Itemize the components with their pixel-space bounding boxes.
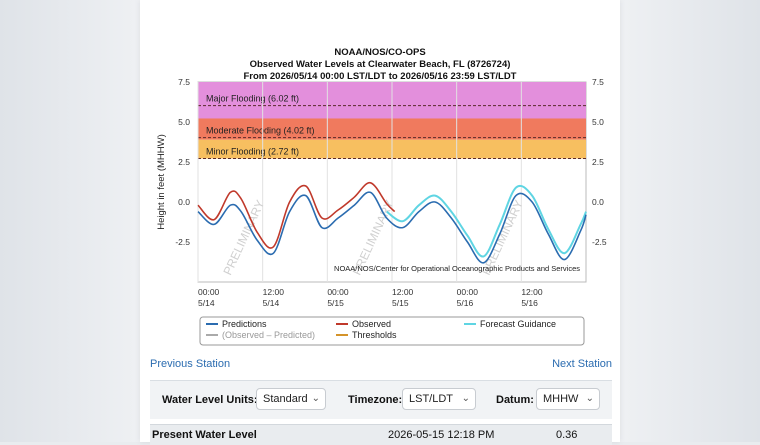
timezone-value: LST/LDT <box>409 393 454 405</box>
chevron-down-icon: ⌄ <box>461 393 470 404</box>
water-level-chart: NOAA/NOS/CO-OPS Observed Water Levels at… <box>140 0 620 350</box>
x-tick-date: 5/15 <box>392 298 409 308</box>
x-tick-date: 5/16 <box>457 298 474 308</box>
series-line-forecast-guidance <box>386 184 587 258</box>
legend-item: Forecast Guidance <box>480 319 556 329</box>
y-tick-label-left: 7.5 <box>178 77 190 87</box>
next-station-link[interactable]: Next Station <box>552 358 612 370</box>
y-tick-label-left: 0.0 <box>178 197 190 207</box>
x-tick-time: 12:00 <box>263 287 285 297</box>
present-label: Present Water Level <box>152 429 257 441</box>
datum-label: Datum: <box>496 394 534 406</box>
y-tick-label-right: 5.0 <box>592 117 604 127</box>
x-tick-time: 00:00 <box>327 287 349 297</box>
chart-title-range: From 2026/05/14 00:00 LST/LDT to 2026/05… <box>243 71 517 82</box>
timezone-label: Timezone: <box>348 394 403 406</box>
series-line-observed <box>197 181 396 249</box>
y-tick-label-right: 0.0 <box>592 197 604 207</box>
previous-station-link[interactable]: Previous Station <box>150 358 231 370</box>
x-tick-date: 5/16 <box>521 298 538 308</box>
present-time: 2026-05-15 12:18 PM <box>388 429 495 441</box>
legend-item: Thresholds <box>352 330 397 340</box>
chart-title-station: Observed Water Levels at Clearwater Beac… <box>249 59 511 70</box>
units-value: Standard <box>263 393 308 405</box>
chart-credit: NOAA/NOS/Center for Operational Oceanogr… <box>334 264 580 273</box>
units-label: Water Level Units: <box>162 394 258 406</box>
chart-title-agency: NOAA/NOS/CO-OPS <box>334 47 426 58</box>
x-tick-date: 5/14 <box>198 298 215 308</box>
datum-value: MHHW <box>543 393 579 405</box>
y-tick-label-left: 2.5 <box>178 157 190 167</box>
y-tick-label-right: 7.5 <box>592 77 604 87</box>
station-card: NOAA/NOS/CO-OPS Observed Water Levels at… <box>140 0 620 445</box>
legend-item: Predictions <box>222 319 267 329</box>
x-tick-time: 00:00 <box>198 287 220 297</box>
legend-item: Observed <box>352 319 391 329</box>
x-tick-time: 12:00 <box>392 287 414 297</box>
threshold-label: Major Flooding (6.02 ft) <box>206 94 299 104</box>
threshold-label: Moderate Flooding (4.02 ft) <box>206 126 315 136</box>
controls-bar: Water Level Units: Standard ⌄ Timezone: … <box>150 380 612 419</box>
y-tick-label-left: 5.0 <box>178 117 190 127</box>
timezone-select[interactable]: LST/LDT ⌄ <box>402 388 476 410</box>
threshold-label: Minor Flooding (2.72 ft) <box>206 146 299 156</box>
legend-item: (Observed – Predicted) <box>222 330 315 340</box>
station-nav: Previous Station Next Station <box>150 358 612 374</box>
x-tick-date: 5/14 <box>263 298 280 308</box>
x-tick-time: 12:00 <box>521 287 543 297</box>
y-axis-label: Height in feet (MHHW) <box>156 134 167 230</box>
chevron-down-icon: ⌄ <box>585 393 594 404</box>
present-water-level-row: Present Water Level 2026-05-15 12:18 PM … <box>150 424 612 445</box>
x-tick-time: 00:00 <box>457 287 479 297</box>
chart-svg: Major Flooding (6.02 ft) Moderate Floodin… <box>156 77 607 346</box>
series-line-predictions <box>197 191 587 264</box>
datum-select[interactable]: MHHW ⌄ <box>536 388 600 410</box>
units-select[interactable]: Standard ⌄ <box>256 388 326 410</box>
chart-legend <box>199 316 585 346</box>
chevron-down-icon: ⌄ <box>311 393 320 404</box>
x-tick-date: 5/15 <box>327 298 344 308</box>
y-tick-label-right: 2.5 <box>592 157 604 167</box>
y-tick-label-right: -2.5 <box>592 237 607 247</box>
y-tick-label-left: -2.5 <box>175 237 190 247</box>
present-value: 0.36 <box>556 429 578 441</box>
